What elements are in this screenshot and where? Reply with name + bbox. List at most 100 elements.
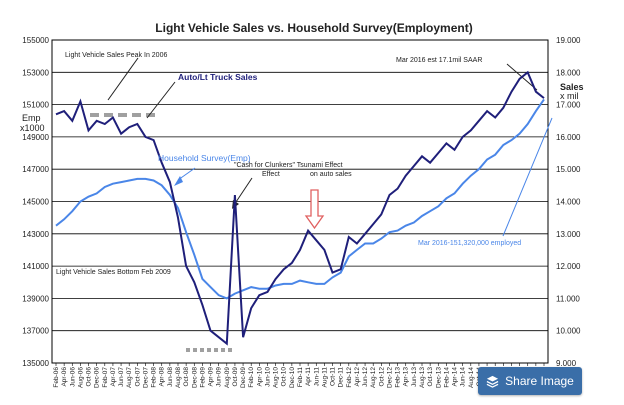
x-tick-label: Jun-13 bbox=[411, 367, 418, 387]
x-tick-label: Dec-08 bbox=[191, 367, 198, 388]
left-tick-label: 155000 bbox=[22, 36, 49, 45]
annotation-mar-2016-emp: Mar 2016-151,320,000 employed bbox=[418, 240, 521, 247]
x-tick-label: Feb-10 bbox=[248, 367, 255, 388]
x-tick-label: Oct-10 bbox=[281, 367, 288, 387]
right-tick-label: 10.000 bbox=[556, 327, 581, 336]
x-tick-label: Aug-12 bbox=[370, 367, 377, 388]
x-tick-label: Oct-11 bbox=[330, 367, 337, 386]
x-tick-label: Jun-14 bbox=[460, 367, 467, 387]
x-tick-label: Aug-10 bbox=[273, 367, 280, 388]
x-tick-label: Feb-07 bbox=[102, 367, 109, 388]
right-tick-label: 16.000 bbox=[556, 133, 581, 142]
left-tick-label: 149000 bbox=[22, 133, 49, 142]
annotation-peak-2006: Light Vehicle Sales Peak In 2006 bbox=[65, 52, 167, 59]
x-tick-label: Aug-06 bbox=[77, 367, 84, 388]
right-tick-label: 18.000 bbox=[556, 68, 581, 77]
left-tick-label: 143000 bbox=[22, 230, 49, 239]
annotation-cash-for-clunkers-line2: Effect bbox=[262, 171, 280, 178]
x-tick-label: Apr-12 bbox=[354, 367, 361, 387]
left-tick-label: 147000 bbox=[22, 165, 49, 174]
x-tick-label: Feb-13 bbox=[395, 367, 402, 388]
x-tick-label: Dec-11 bbox=[338, 367, 345, 388]
x-tick-label: Aug-08 bbox=[175, 367, 182, 388]
left-tick-label: 151000 bbox=[22, 101, 49, 110]
left-axis: 155000 153000 151000 149000 147000 145000 1430… bbox=[22, 36, 49, 368]
left-axis-label-line2: x1000 bbox=[20, 123, 45, 133]
x-tick-label: Dec-07 bbox=[142, 367, 149, 388]
auto-sales-pointer bbox=[146, 81, 176, 119]
right-tick-label: 17.000 bbox=[556, 101, 581, 110]
right-axis-label-line2: x mil bbox=[560, 91, 579, 101]
x-tick-label: Aug-13 bbox=[419, 367, 426, 388]
x-tick-label: Aug-07 bbox=[126, 367, 133, 388]
chart-title: Light Vehicle Sales vs. Household Survey… bbox=[155, 21, 472, 35]
x-tick-label: Apr-10 bbox=[256, 367, 263, 387]
right-tick-label: 14.000 bbox=[556, 198, 581, 207]
right-axis-label-line1: Sales bbox=[560, 82, 584, 92]
x-tick-label: Oct-13 bbox=[427, 367, 434, 387]
right-axis: 19.000 18.000 17.000 16.000 15.000 14.000 13.0… bbox=[556, 36, 581, 368]
x-tick-label: Jun-07 bbox=[118, 367, 125, 387]
x-tick-label: Apr-06 bbox=[61, 367, 68, 387]
auto-sales-line bbox=[55, 70, 545, 346]
x-tick-label: Apr-08 bbox=[159, 367, 166, 387]
x-tick-label: Feb-12 bbox=[346, 367, 353, 388]
x-tick-label: Apr-11 bbox=[305, 367, 312, 386]
x-tick-label: Jun-12 bbox=[362, 367, 369, 387]
household-survey-line bbox=[55, 98, 545, 300]
annotation-auto-sales: Auto/Lt Truck Sales bbox=[178, 72, 258, 82]
household-pointer-head bbox=[174, 176, 183, 186]
right-tick-label: 12.000 bbox=[556, 262, 581, 271]
x-tick-label: Apr-13 bbox=[403, 367, 410, 387]
right-tick-label: 19.000 bbox=[556, 36, 581, 45]
x-tick-label: Apr-14 bbox=[452, 367, 459, 387]
layers-icon bbox=[486, 375, 499, 388]
annotation-bottom-2009: Light Vehicle Sales Bottom Feb 2009 bbox=[56, 269, 171, 276]
annotation-on-auto-sales: on auto sales bbox=[310, 171, 352, 178]
x-tick-label: Jun-09 bbox=[216, 367, 223, 387]
left-axis-label-line1: Emp bbox=[22, 113, 41, 123]
x-tick-label: Jun-10 bbox=[264, 367, 271, 387]
x-tick-label: Oct-12 bbox=[378, 367, 385, 387]
x-tick-label: Jun-06 bbox=[69, 367, 76, 387]
gridlines bbox=[51, 39, 549, 364]
x-tick-label: Oct-07 bbox=[134, 367, 141, 387]
tsunami-arrow bbox=[304, 189, 325, 230]
x-tick-label: Jun-11 bbox=[313, 367, 320, 387]
left-tick-label: 135000 bbox=[22, 359, 49, 368]
x-tick-label: Aug-09 bbox=[224, 367, 231, 388]
x-axis: Feb-06 Apr-06 Jun-06 Aug-06 Oct-06 Dec-06 Feb-… bbox=[53, 363, 548, 388]
x-tick-label: Dec-06 bbox=[94, 367, 101, 388]
x-tick-label: Feb-14 bbox=[443, 367, 450, 388]
x-tick-label: Oct-06 bbox=[86, 367, 93, 387]
peak-2006-pointer bbox=[107, 57, 139, 101]
right-tick-label: 9.000 bbox=[556, 359, 577, 368]
left-tick-label: 153000 bbox=[22, 68, 49, 77]
annotation-mar-2016-sales: Mar 2016 est 17.1mil SAAR bbox=[396, 57, 482, 64]
x-tick-label: Dec-12 bbox=[386, 367, 393, 388]
x-tick-label: Apr-09 bbox=[208, 367, 215, 387]
right-tick-label: 15.000 bbox=[556, 165, 581, 174]
share-image-button[interactable]: Share Image bbox=[478, 367, 582, 395]
x-tick-label: Aug-11 bbox=[321, 367, 328, 388]
mar-2016-emp-pointer bbox=[502, 117, 553, 237]
x-tick-label: Feb-08 bbox=[151, 367, 158, 388]
x-tick-label: Feb-11 bbox=[297, 367, 304, 387]
left-tick-label: 139000 bbox=[22, 294, 49, 303]
x-tick-label: Feb-06 bbox=[53, 367, 60, 388]
left-tick-label: 141000 bbox=[22, 262, 49, 271]
left-tick-label: 145000 bbox=[22, 198, 49, 207]
right-tick-label: 13.000 bbox=[556, 230, 581, 239]
x-tick-label: Dec-10 bbox=[289, 367, 296, 388]
x-tick-label: Oct-08 bbox=[183, 367, 190, 387]
x-tick-label: Dec-13 bbox=[435, 367, 442, 388]
right-tick-label: 11.000 bbox=[556, 294, 580, 303]
x-tick-label: Jun-08 bbox=[167, 367, 174, 387]
x-tick-label: Feb-09 bbox=[199, 367, 206, 388]
x-tick-label: Dec-09 bbox=[240, 367, 247, 388]
left-tick-label: 137000 bbox=[22, 327, 49, 336]
x-tick-label: Apr-07 bbox=[110, 367, 117, 387]
annotation-cash-for-clunkers: "Cash for Clunkers" Tsunami Effect bbox=[234, 162, 343, 169]
clunkers-pointer bbox=[233, 177, 253, 206]
share-image-label: Share Image bbox=[505, 374, 574, 388]
